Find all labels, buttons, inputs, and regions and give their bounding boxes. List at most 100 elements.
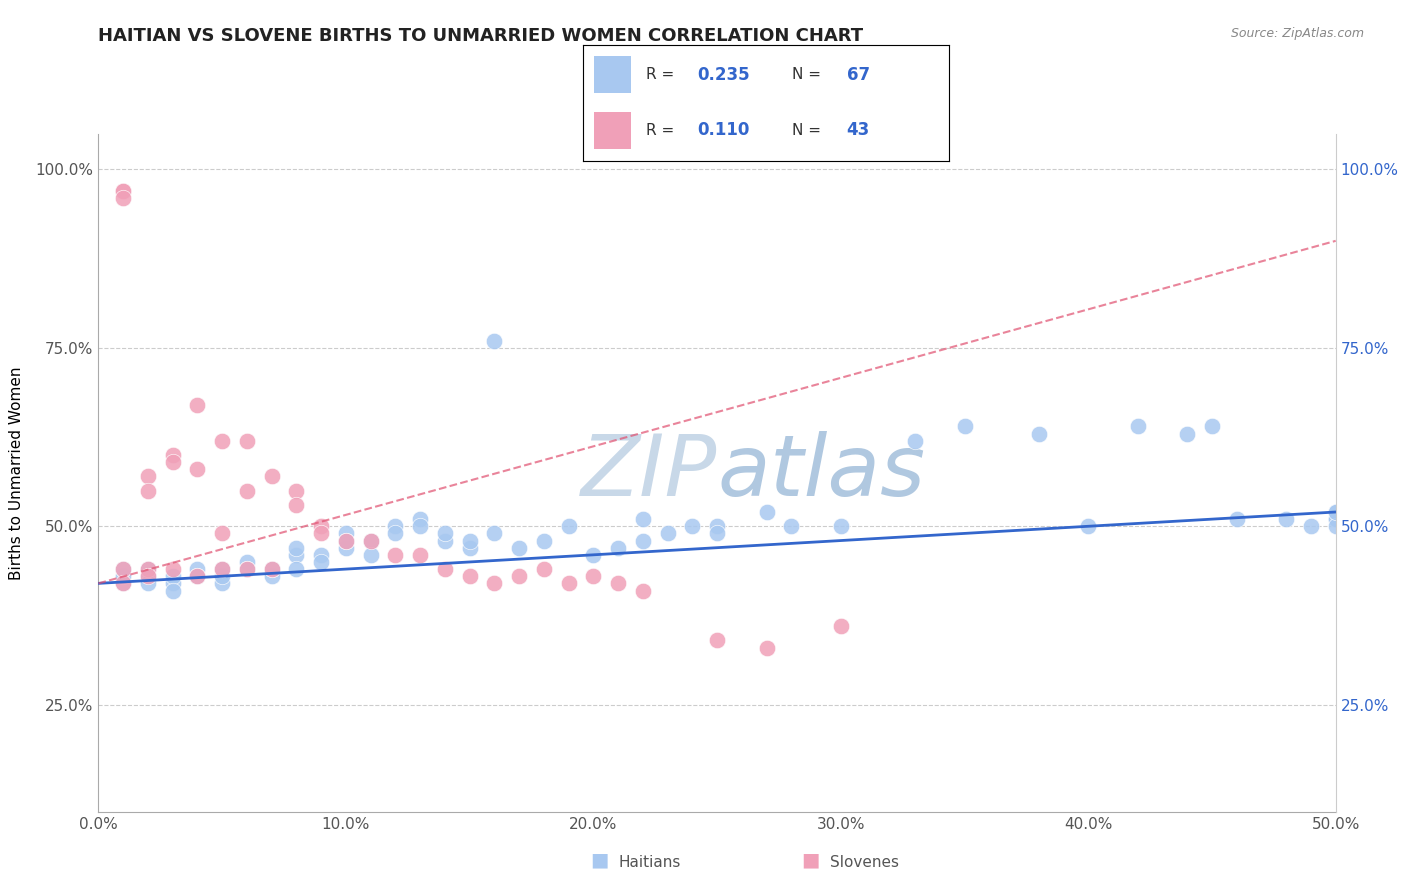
Point	[681, 519, 703, 533]
Point	[458, 541, 481, 555]
Point	[136, 576, 159, 591]
Point	[335, 541, 357, 555]
Point	[285, 541, 308, 555]
Point	[211, 569, 233, 583]
Point	[830, 519, 852, 533]
Point	[162, 576, 184, 591]
Point	[186, 462, 208, 476]
Text: 43: 43	[846, 121, 870, 139]
Point	[162, 448, 184, 462]
Point	[557, 519, 579, 533]
Point	[112, 569, 135, 583]
Point	[162, 583, 184, 598]
Point	[582, 569, 605, 583]
Point	[260, 562, 283, 576]
Point	[607, 576, 630, 591]
Point	[953, 419, 976, 434]
Point	[112, 184, 135, 198]
Point	[112, 191, 135, 205]
Point	[631, 583, 654, 598]
Text: N =: N =	[792, 67, 825, 82]
Point	[236, 562, 259, 576]
Point	[409, 512, 432, 526]
Point	[162, 569, 184, 583]
Text: ■: ■	[591, 851, 609, 870]
Point	[236, 483, 259, 498]
Point	[1028, 426, 1050, 441]
Point	[309, 519, 332, 533]
Point	[458, 569, 481, 583]
Point	[706, 633, 728, 648]
Point	[706, 526, 728, 541]
Point	[112, 184, 135, 198]
Text: 67: 67	[846, 66, 870, 84]
Point	[1324, 512, 1347, 526]
Point	[236, 555, 259, 569]
Point	[484, 576, 506, 591]
Point	[136, 562, 159, 576]
Point	[136, 569, 159, 583]
Point	[162, 562, 184, 576]
Point	[1126, 419, 1149, 434]
Text: 0.235: 0.235	[697, 66, 749, 84]
Point	[484, 526, 506, 541]
Point	[136, 483, 159, 498]
Text: ZIP: ZIP	[581, 431, 717, 515]
Point	[112, 562, 135, 576]
Point	[409, 548, 432, 562]
Text: R =: R =	[645, 123, 679, 138]
Point	[433, 533, 456, 548]
Point	[309, 526, 332, 541]
Point	[484, 334, 506, 348]
Point	[508, 569, 530, 583]
Point	[236, 434, 259, 448]
Point	[904, 434, 927, 448]
Point	[533, 533, 555, 548]
Point	[1175, 426, 1198, 441]
Point	[211, 526, 233, 541]
Point	[830, 619, 852, 633]
Text: atlas: atlas	[717, 431, 925, 515]
Point	[211, 576, 233, 591]
Point	[557, 576, 579, 591]
Point	[136, 569, 159, 583]
Point	[186, 562, 208, 576]
Point	[285, 562, 308, 576]
Point	[285, 483, 308, 498]
Point	[360, 548, 382, 562]
Point	[1077, 519, 1099, 533]
Text: ■: ■	[801, 851, 820, 870]
Text: HAITIAN VS SLOVENE BIRTHS TO UNMARRIED WOMEN CORRELATION CHART: HAITIAN VS SLOVENE BIRTHS TO UNMARRIED W…	[98, 27, 863, 45]
Point	[458, 533, 481, 548]
Point	[1324, 519, 1347, 533]
Bar	[595, 56, 631, 94]
Point	[112, 576, 135, 591]
Point	[706, 519, 728, 533]
Point	[607, 541, 630, 555]
Text: Haitians: Haitians	[619, 855, 681, 870]
Point	[309, 548, 332, 562]
Point	[780, 519, 803, 533]
Text: Source: ZipAtlas.com: Source: ZipAtlas.com	[1230, 27, 1364, 40]
Point	[211, 562, 233, 576]
Point	[755, 505, 778, 519]
Y-axis label: Births to Unmarried Women: Births to Unmarried Women	[10, 366, 24, 580]
Point	[631, 533, 654, 548]
Bar	[595, 112, 631, 149]
Point	[409, 519, 432, 533]
Point	[285, 548, 308, 562]
Text: Slovenes: Slovenes	[830, 855, 898, 870]
Text: 0.110: 0.110	[697, 121, 749, 139]
Point	[211, 434, 233, 448]
Point	[1275, 512, 1298, 526]
Point	[631, 512, 654, 526]
Point	[136, 562, 159, 576]
Point	[1226, 512, 1249, 526]
Point	[136, 469, 159, 483]
Point	[1324, 505, 1347, 519]
Point	[755, 640, 778, 655]
Point	[260, 569, 283, 583]
Point	[384, 548, 406, 562]
Point	[186, 569, 208, 583]
Text: N =: N =	[792, 123, 825, 138]
